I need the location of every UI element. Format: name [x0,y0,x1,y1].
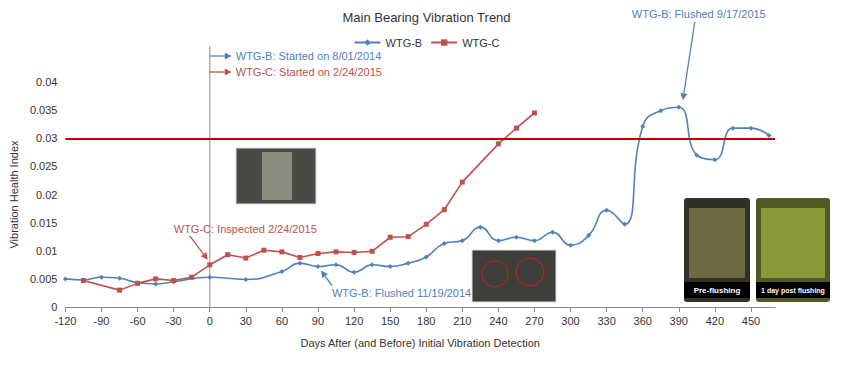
svg-text:0.01: 0.01 [36,245,57,257]
svg-text:WTG-C: WTG-C [462,37,499,49]
svg-text:210: 210 [453,315,471,327]
svg-text:420: 420 [706,315,724,327]
svg-text:450: 450 [742,315,760,327]
svg-text:330: 330 [597,315,615,327]
svg-text:WTG-C: Inspected 2/24/2015: WTG-C: Inspected 2/24/2015 [174,223,317,235]
svg-text:270: 270 [525,315,543,327]
svg-text:Days After (and Before) Initia: Days After (and Before) Initial Vibratio… [300,337,539,349]
svg-text:240: 240 [489,315,507,327]
svg-text:180: 180 [417,315,435,327]
svg-text:1 day post flushing: 1 day post flushing [761,287,825,295]
svg-text:0.03: 0.03 [36,132,57,144]
svg-text:-120: -120 [54,315,76,327]
svg-text:0.005: 0.005 [30,273,58,285]
svg-text:-60: -60 [130,315,146,327]
svg-text:WTG-B: Flushed 9/17/2015: WTG-B: Flushed 9/17/2015 [632,8,766,20]
svg-text:Pre-flushing: Pre-flushing [694,286,741,295]
svg-text:-90: -90 [94,315,110,327]
svg-text:0.015: 0.015 [30,217,58,229]
svg-text:-30: -30 [166,315,182,327]
svg-text:Main Bearing Vibration Trend: Main Bearing Vibration Trend [342,10,510,25]
svg-text:60: 60 [276,315,288,327]
svg-text:0.035: 0.035 [30,104,58,116]
svg-text:WTG-C: Started on 2/24/2015: WTG-C: Started on 2/24/2015 [236,66,382,78]
svg-text:WTG-B: WTG-B [386,37,423,49]
svg-text:Vibration Health Index: Vibration Health Index [8,140,20,249]
svg-text:360: 360 [634,315,652,327]
svg-text:120: 120 [345,315,363,327]
svg-text:WTG-B: Started on 8/01/2014: WTG-B: Started on 8/01/2014 [236,50,382,62]
svg-text:390: 390 [670,315,688,327]
svg-text:0.04: 0.04 [36,76,57,88]
svg-text:0: 0 [51,301,57,313]
svg-text:30: 30 [240,315,252,327]
svg-text:150: 150 [381,315,399,327]
svg-text:WTG-B: Flushed 11/19/2014: WTG-B: Flushed 11/19/2014 [332,287,471,299]
svg-text:90: 90 [312,315,324,327]
svg-text:300: 300 [561,315,579,327]
svg-text:0.02: 0.02 [36,189,57,201]
svg-text:0: 0 [207,315,213,327]
svg-text:0.025: 0.025 [30,160,58,172]
